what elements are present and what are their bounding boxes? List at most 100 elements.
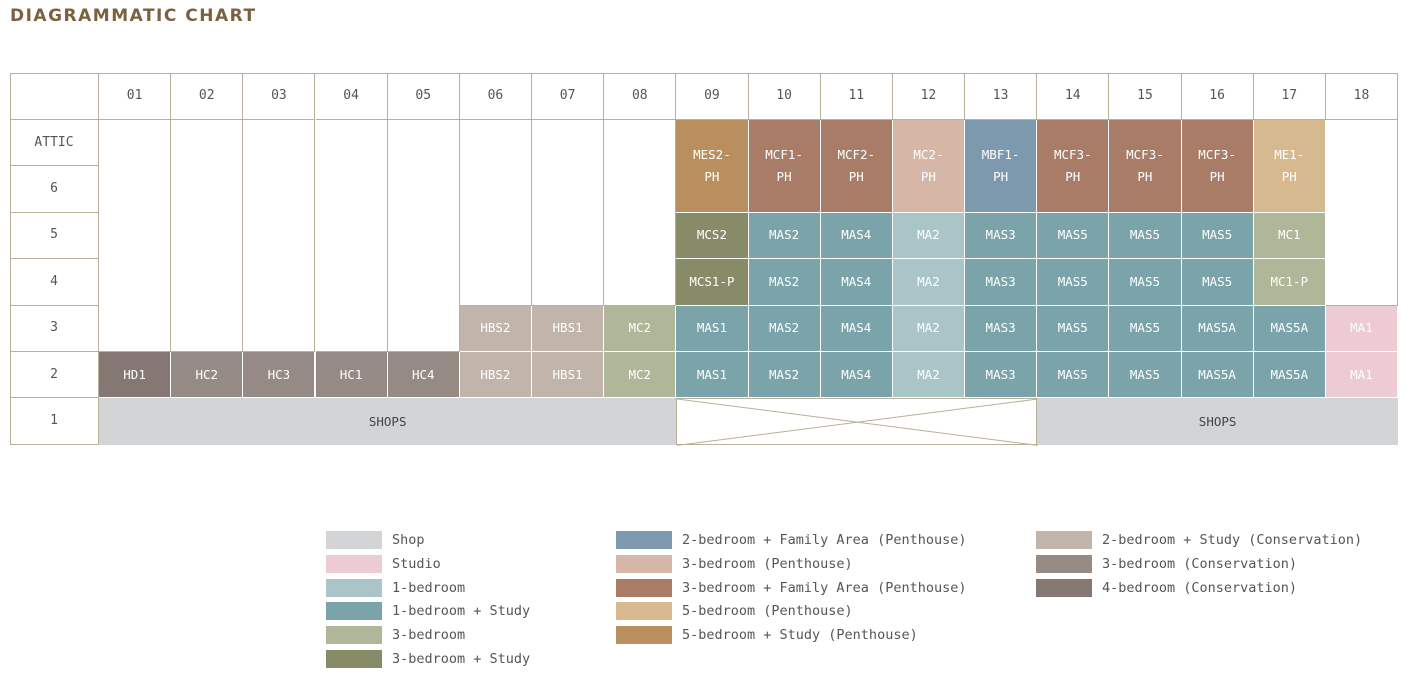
unit-cell[interactable]: MCF3- PH	[1109, 120, 1182, 213]
unit-cell[interactable]: MAS3	[965, 259, 1038, 306]
empty-block	[315, 120, 388, 352]
legend-item: Studio	[326, 554, 441, 574]
legend-item: 3-bedroom + Study	[326, 649, 530, 669]
unit-cell[interactable]: MCF2- PH	[820, 120, 893, 213]
unit-cell[interactable]: MAS2	[748, 212, 821, 260]
unit-cell[interactable]: MC1-P	[1253, 259, 1326, 306]
unit-cell[interactable]: MAS3	[965, 352, 1038, 399]
unit-cell[interactable]: MA1	[1325, 352, 1399, 399]
unit-cell[interactable]: MAS5	[1109, 212, 1182, 260]
unit-cell[interactable]: MAS5A	[1253, 305, 1326, 352]
legend-swatch	[326, 554, 382, 573]
unit-cell[interactable]: MAS3	[965, 212, 1038, 260]
legend-label: 5-bedroom (Penthouse)	[682, 603, 853, 620]
unit-cell[interactable]: MAS5	[1037, 305, 1110, 352]
shops-block[interactable]: SHOPS	[99, 398, 677, 445]
legend-swatch	[616, 602, 672, 621]
legend-label: 3-bedroom	[392, 627, 466, 644]
unit-cell[interactable]: HBS2	[459, 305, 532, 352]
unit-cell[interactable]: MC2- PH	[892, 120, 966, 213]
unit-cell[interactable]: MAS5	[1037, 259, 1110, 306]
unit-cell[interactable]: MAS5A	[1181, 305, 1254, 352]
unit-cell[interactable]: ME1- PH	[1253, 120, 1326, 213]
unit-cell[interactable]: MCS1-P	[676, 259, 749, 306]
unit-cell[interactable]: MA2	[892, 305, 966, 352]
legend-item: 1-bedroom + Study	[326, 601, 530, 621]
column-header: 03	[243, 73, 316, 120]
legend-item: 2-bedroom + Study (Conservation)	[1036, 530, 1362, 550]
legend-label: 4-bedroom (Conservation)	[1102, 579, 1298, 596]
legend-swatch	[616, 554, 672, 573]
unit-cell[interactable]: HC1	[315, 352, 388, 399]
unit-cell[interactable]: MAS5	[1109, 305, 1182, 352]
unit-cell[interactable]: MAS5	[1037, 352, 1110, 399]
column-header: 12	[892, 73, 966, 120]
unit-cell[interactable]: MAS5A	[1253, 352, 1326, 399]
unit-cell[interactable]: MAS5	[1109, 259, 1182, 306]
unit-cell[interactable]: MA1	[1325, 305, 1399, 352]
page-title: DIAGRAMMATIC CHART	[10, 6, 257, 26]
void-cross	[677, 399, 1039, 446]
unit-cell[interactable]: MAS1	[676, 352, 749, 399]
unit-cell[interactable]: HBS2	[459, 352, 532, 399]
unit-cell[interactable]: MAS5	[1037, 212, 1110, 260]
column-header: 05	[387, 73, 460, 120]
unit-cell[interactable]: MAS5A	[1181, 352, 1254, 399]
unit-cell[interactable]: MAS2	[748, 259, 821, 306]
unit-cell[interactable]: MCF3- PH	[1037, 120, 1110, 213]
unit-cell[interactable]: MES2- PH	[676, 120, 749, 213]
column-header: 15	[1109, 73, 1182, 120]
unit-cell[interactable]: HBS1	[532, 305, 605, 352]
unit-cell[interactable]: MAS5	[1181, 212, 1254, 260]
unit-cell[interactable]: MA2	[892, 352, 966, 399]
column-header: 17	[1253, 73, 1326, 120]
legend-item: 4-bedroom (Conservation)	[1036, 578, 1297, 598]
legend-label: Shop	[392, 532, 425, 548]
unit-cell[interactable]: HD1	[99, 352, 172, 399]
row-label: 6	[10, 166, 99, 213]
unit-cell[interactable]: MAS5	[1109, 352, 1182, 399]
unit-cell[interactable]: MC2	[604, 352, 677, 399]
unit-cell[interactable]: MAS3	[965, 305, 1038, 352]
unit-cell[interactable]: MBF1- PH	[965, 120, 1038, 213]
legend-item: 5-bedroom + Study (Penthouse)	[616, 625, 918, 645]
column-header: 01	[99, 73, 172, 120]
legend-item: 2-bedroom + Family Area (Penthouse)	[616, 530, 966, 550]
empty-block	[387, 120, 460, 352]
unit-cell[interactable]: MAS2	[748, 305, 821, 352]
unit-cell[interactable]: MCF1- PH	[748, 120, 821, 213]
unit-cell[interactable]: MAS4	[820, 305, 893, 352]
unit-cell[interactable]: MCF3- PH	[1181, 120, 1254, 213]
unit-cell[interactable]: HC3	[243, 352, 316, 399]
empty-block	[459, 120, 532, 306]
legend-item: Shop	[326, 530, 425, 550]
unit-cell[interactable]: MC2	[604, 305, 677, 352]
row-label: 3	[10, 305, 99, 352]
empty-block	[604, 120, 677, 306]
unit-cell[interactable]: HC4	[387, 352, 460, 399]
row-label: 4	[10, 259, 99, 306]
legend-swatch	[616, 531, 672, 549]
shops-block[interactable]: SHOPS	[1037, 398, 1399, 445]
unit-cell[interactable]: MA2	[892, 212, 966, 260]
empty-block	[171, 120, 244, 352]
unit-cell[interactable]: MAS4	[820, 259, 893, 306]
unit-cell[interactable]: HC2	[171, 352, 244, 399]
legend-swatch	[1036, 531, 1092, 549]
unit-cell[interactable]: MAS2	[748, 352, 821, 399]
column-header: 14	[1037, 73, 1110, 120]
unit-cell[interactable]: MAS4	[820, 212, 893, 260]
unit-cell[interactable]: MA2	[892, 259, 966, 306]
empty-block	[99, 120, 172, 352]
unit-cell[interactable]: MC1	[1253, 212, 1326, 260]
column-header: 09	[676, 73, 749, 120]
column-header: 11	[820, 73, 893, 120]
unit-cell[interactable]: MAS5	[1181, 259, 1254, 306]
column-header: 07	[532, 73, 605, 120]
legend-label: 5-bedroom + Study (Penthouse)	[682, 627, 918, 644]
legend-label: 1-bedroom + Study	[392, 603, 531, 620]
unit-cell[interactable]: HBS1	[532, 352, 605, 399]
unit-cell[interactable]: MAS1	[676, 305, 749, 352]
unit-cell[interactable]: MAS4	[820, 352, 893, 399]
unit-cell[interactable]: MCS2	[676, 212, 749, 260]
